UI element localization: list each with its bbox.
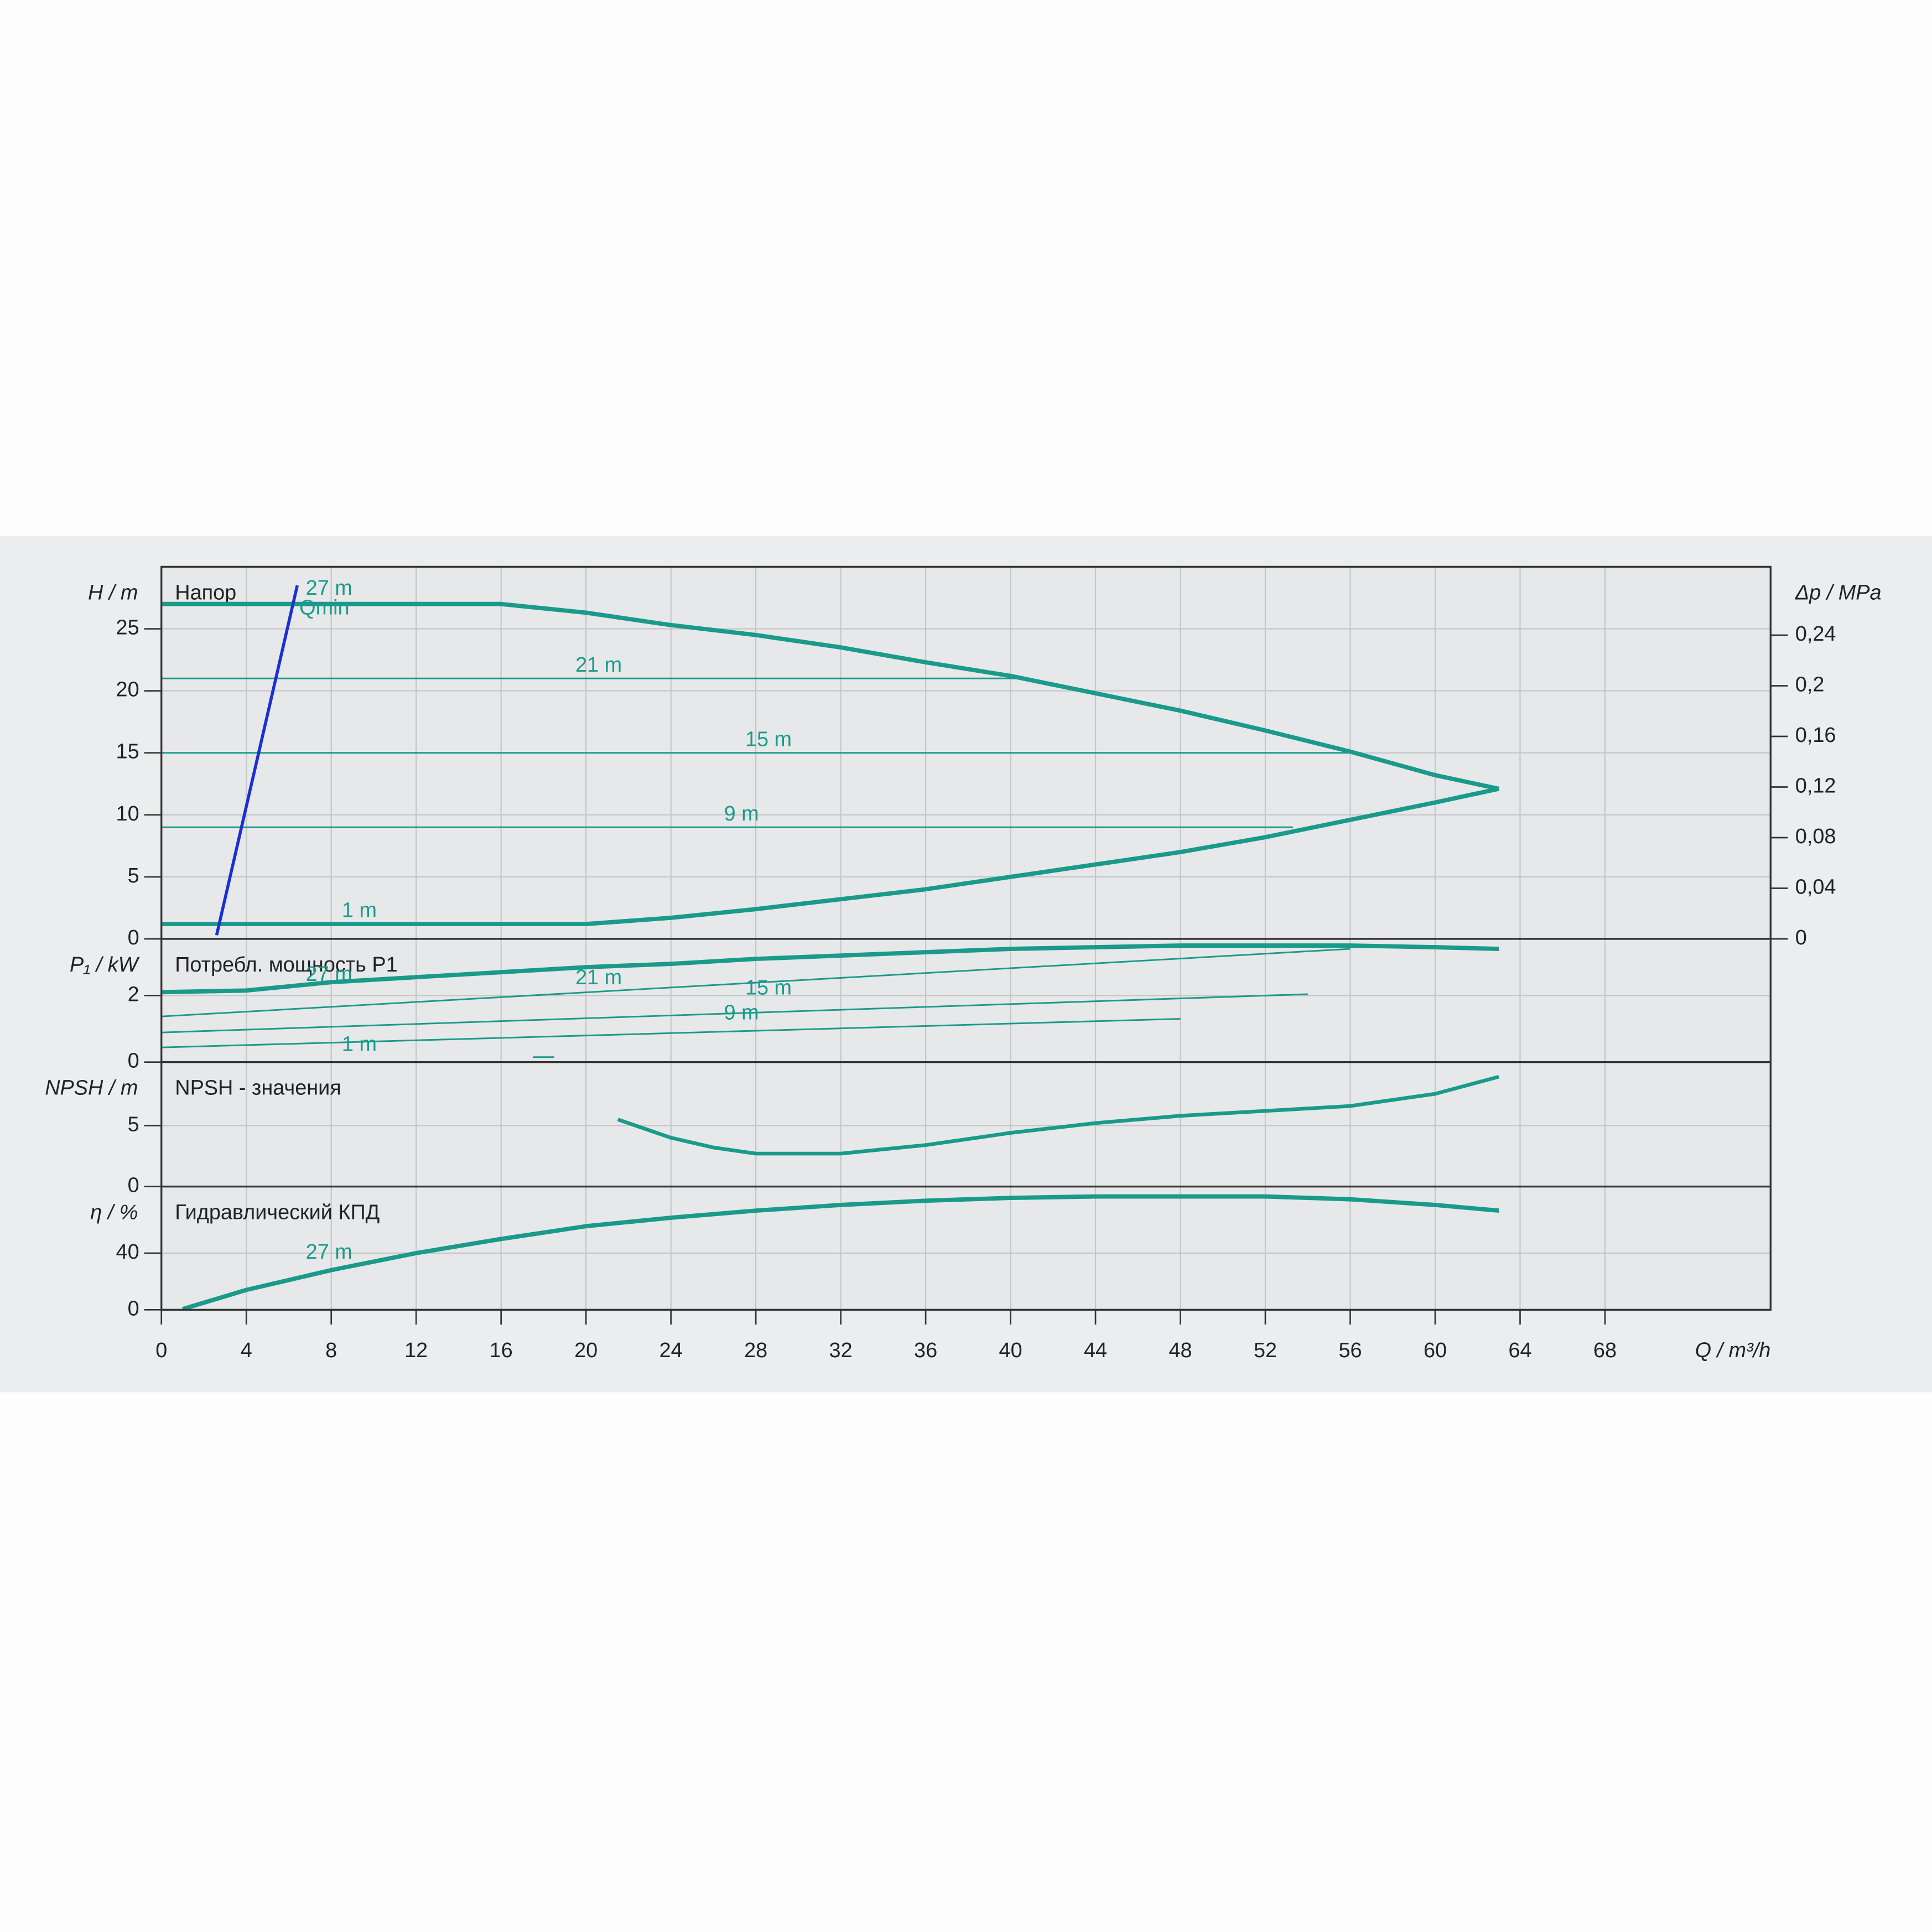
x-tick-label: 16: [490, 1339, 513, 1362]
x-tick-label: 20: [574, 1339, 598, 1362]
y2-axis-label: Δp / MPa: [1795, 581, 1882, 604]
curve: [161, 943, 1499, 995]
y2-tick-label: 0,08: [1795, 825, 1836, 848]
curve-label: 1 m: [342, 899, 377, 922]
y-tick-label: 25: [116, 616, 139, 640]
curve-label: 1 m: [342, 1033, 377, 1056]
curve: [215, 585, 299, 936]
x-tick-label: 60: [1424, 1339, 1447, 1362]
y-tick-label: 2: [128, 983, 139, 1006]
y-tick-label: 0: [128, 926, 139, 949]
curve-label: 15 m: [745, 728, 792, 751]
curve-label: 21 m: [575, 653, 622, 677]
x-tick-label: 28: [744, 1339, 767, 1362]
y-axis-label: NPSH / m: [45, 1077, 138, 1100]
plot-area: [161, 1186, 1771, 1310]
y-tick-label: 20: [116, 678, 139, 702]
x-tick-label: 0: [155, 1339, 167, 1362]
curve-label: 21 m: [575, 966, 622, 989]
x-tick-label: 56: [1338, 1339, 1362, 1362]
x-tick-label: 36: [914, 1339, 937, 1362]
curve-label: 15 m: [745, 976, 792, 999]
x-tick-label: 48: [1168, 1339, 1192, 1362]
y-tick-label: 40: [116, 1240, 139, 1264]
y-tick-label: 10: [116, 802, 139, 825]
x-tick-label: 4: [241, 1339, 252, 1362]
x-tick-label: 24: [659, 1339, 683, 1362]
curve: [161, 993, 1308, 1033]
y-tick-label: 15: [116, 740, 139, 764]
y2-tick-label: 0,04: [1795, 875, 1836, 899]
y-tick-label: 5: [128, 1113, 139, 1136]
curve-label: 27 m: [306, 577, 352, 600]
curve: [161, 786, 1499, 926]
x-tick-label: 44: [1084, 1339, 1107, 1362]
panel-title: NPSH - значения: [175, 1077, 341, 1100]
curve: [161, 601, 1499, 791]
y2-tick-label: 0,12: [1795, 774, 1836, 797]
y2-tick-label: 0: [1795, 926, 1807, 949]
curve-label: 9 m: [724, 802, 759, 825]
curve: [161, 1018, 1181, 1048]
plot-area: [161, 939, 1771, 1062]
curve-label: 27 m: [306, 963, 352, 986]
y-axis-label: H / m: [88, 581, 138, 604]
plot-frame: [160, 1185, 1772, 1311]
curve-label: Qmin: [299, 596, 349, 620]
y2-tick-label: 0,16: [1795, 724, 1836, 747]
y-tick-label: 0: [128, 1050, 139, 1073]
curve-label: 9 m: [724, 1001, 759, 1024]
x-tick-label: 8: [325, 1339, 337, 1362]
y-axis-label: P₁ / kW: [70, 953, 140, 977]
x-axis-label: Q / m³/h: [1695, 1339, 1771, 1362]
y-tick-label: 5: [128, 864, 139, 887]
curve: [617, 1074, 1499, 1156]
x-tick-label: 12: [404, 1339, 428, 1362]
y2-tick-label: 0,24: [1795, 622, 1836, 646]
x-tick-label: 32: [829, 1339, 853, 1362]
panel-title: Гидравлический КПД: [175, 1201, 380, 1224]
x-tick-label: 40: [999, 1339, 1022, 1362]
curve: [161, 948, 1351, 1017]
y2-tick-label: 0,2: [1795, 673, 1825, 696]
panel-title: Напор: [175, 581, 236, 604]
y-axis-label: η / %: [90, 1201, 138, 1224]
panel-title: Потребл. мощность P1: [175, 953, 397, 977]
curve: [181, 1194, 1499, 1311]
x-tick-label: 68: [1593, 1339, 1617, 1362]
curve-label: 27 m: [306, 1240, 352, 1264]
y-tick-label: 0: [128, 1297, 139, 1320]
y-tick-label: 0: [128, 1174, 139, 1197]
x-tick-label: 64: [1508, 1339, 1531, 1362]
x-tick-label: 52: [1254, 1339, 1277, 1362]
plot-area: [161, 1062, 1771, 1187]
